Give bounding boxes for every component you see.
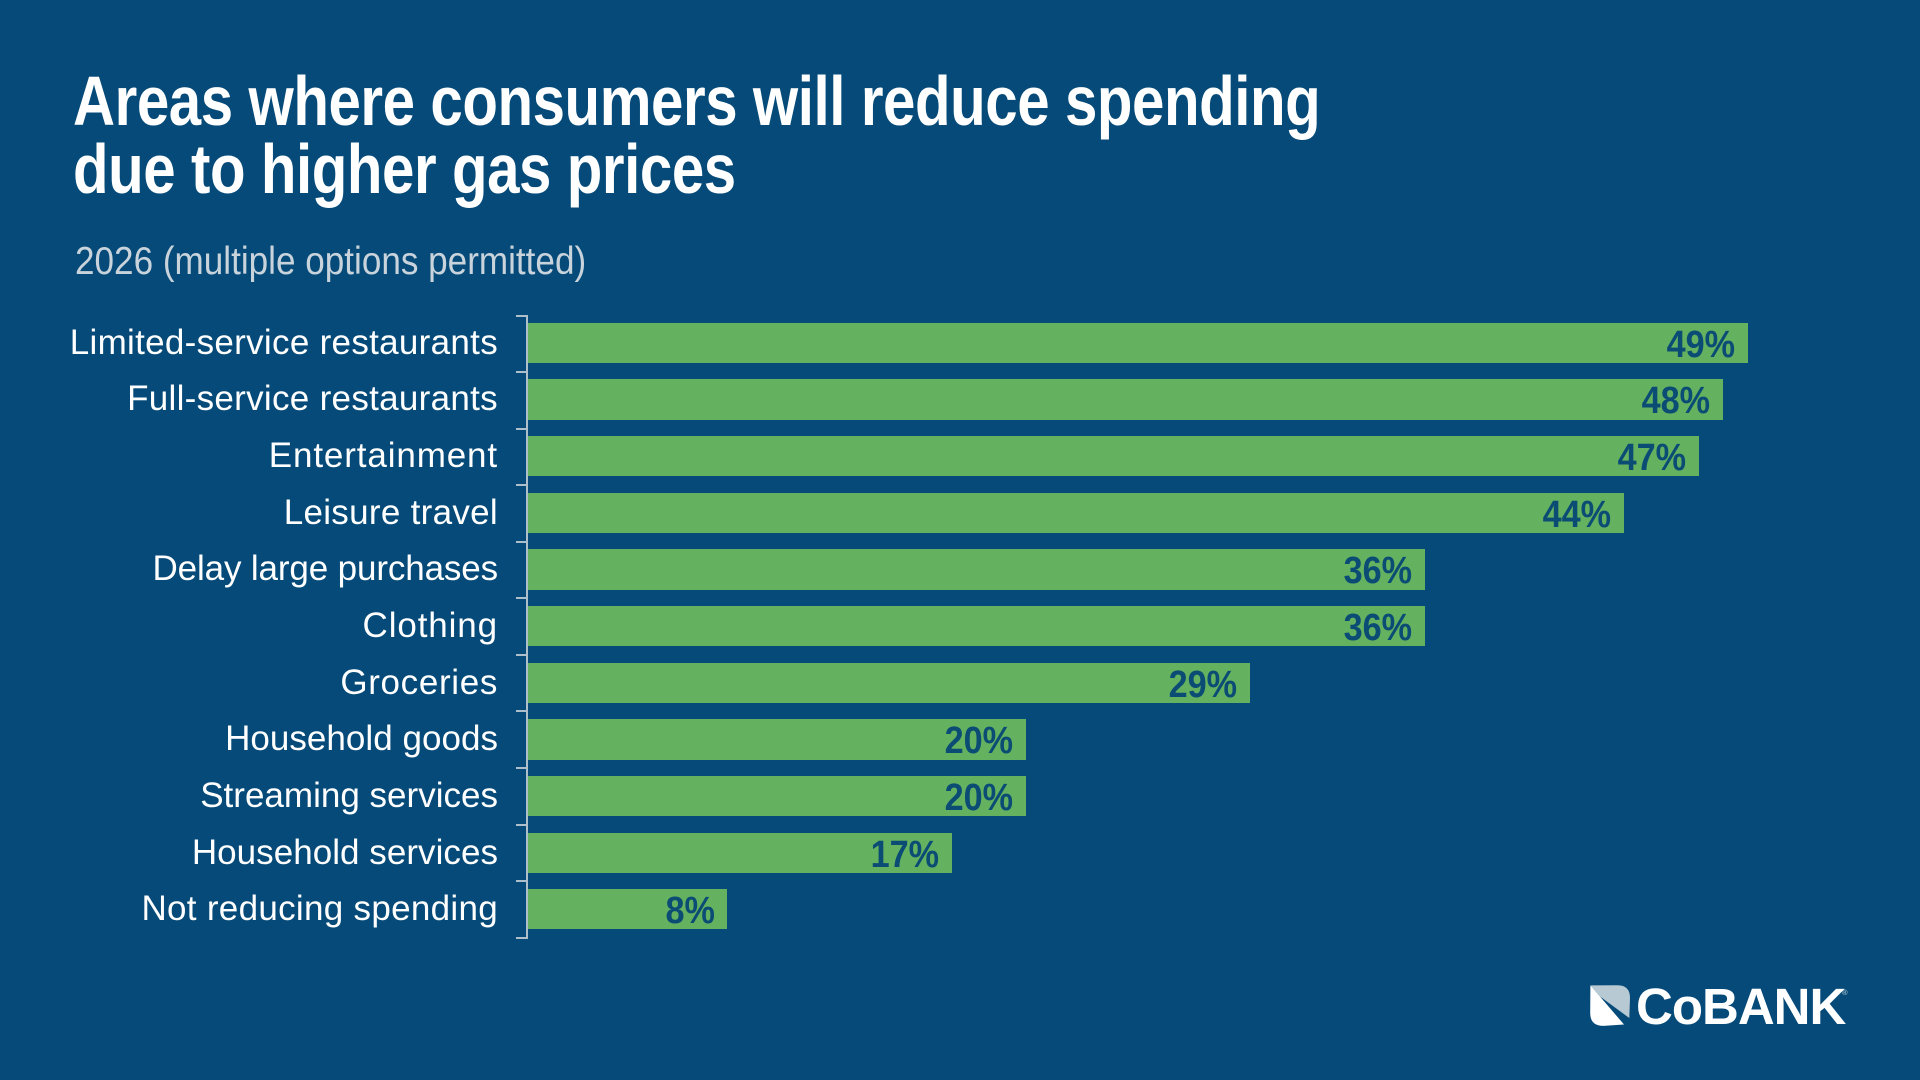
svg-text:CoBANK: CoBANK — [1636, 985, 1846, 1027]
svg-text:®: ® — [1842, 988, 1848, 997]
